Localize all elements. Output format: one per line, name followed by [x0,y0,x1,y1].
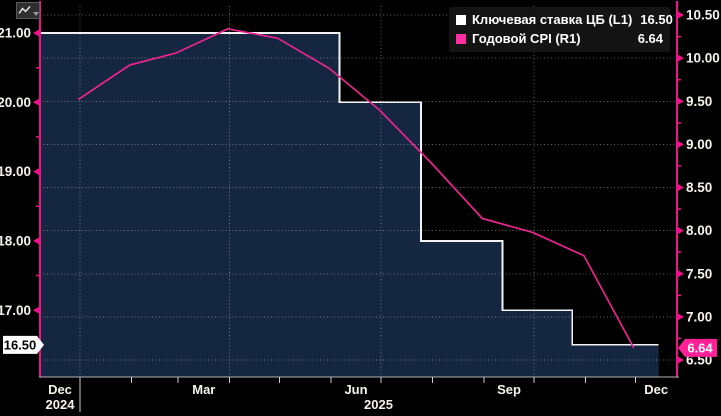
right-axis-tick-label: 10.50 [686,8,720,23]
left-axis-tick-label: 17.00 [0,303,31,318]
dropdown-caret-icon [32,12,39,16]
right-axis-tick-arrow [677,183,684,192]
right-axis-tick-arrow [677,312,684,321]
right-axis-tick-label: 9.50 [686,94,712,109]
right-axis-tick-label: 9.00 [686,137,712,152]
left-axis-tick-arrow [33,167,40,176]
right-axis-tick-arrow [677,11,684,19]
line-chart-icon [17,6,31,14]
right-axis-tick-label: 10.00 [686,51,720,66]
left-axis-tick-label: 21.00 [0,26,31,41]
right-axis-tick-arrow [677,140,684,149]
key-rate-line [40,32,659,346]
legend-value: 6.64 [637,31,663,46]
legend-label: Годовой CPI (R1) [472,31,581,46]
right-axis-tick-arrow [677,226,684,235]
right-axis-tick-label: 7.50 [686,266,712,281]
x-axis-month-label: Dec [644,382,668,397]
left-axis-tick-label: 20.00 [0,95,31,110]
legend: Ключевая ставка ЦБ (L1) 16.50 Годовой CPI … [449,7,673,52]
x-axis-month-label: Mar [192,382,215,397]
legend-item[interactable]: Ключевая ставка ЦБ (L1) 16.50 [456,10,673,29]
right-axis-tick-arrow [677,97,684,106]
left-axis-tick-label: 19.00 [0,164,31,179]
legend-swatch [456,33,466,44]
left-axis-tick-arrow [33,306,40,315]
x-axis-month-label: Dec [48,382,72,397]
legend-item[interactable]: Годовой CPI (R1) 6.64 [456,29,663,48]
x-axis-month-label: Jun [344,382,367,397]
right-axis-tick-arrow [677,356,684,364]
right-axis-tick-label: 8.50 [686,180,712,195]
legend-swatch [456,14,466,25]
left-axis-tick-label: 18.00 [0,234,31,249]
left-axis-tick-arrow [33,29,40,37]
right-axis-tick-arrow [677,54,684,63]
legend-value: 16.50 [640,12,673,27]
right-axis-tick-label: 7.00 [686,310,712,325]
last-value-tag-left [3,335,44,354]
x-axis-year-label: 2024 [46,397,76,412]
last-value-tag-right [678,338,717,357]
last-value-tag-right-text: 6.64 [687,341,713,356]
x-axis-month-label: Sep [497,382,521,397]
left-axis-tick-arrow [33,236,40,245]
x-axis-year-label: 2025 [364,397,393,412]
legend-label: Ключевая ставка ЦБ (L1) [472,12,633,27]
cpi-line [77,27,635,349]
right-axis-tick-arrow [677,269,684,278]
key-rate-area-fill [40,33,659,377]
left-axis-tick-arrow [33,98,40,107]
last-value-tag-left-text: 16.50 [4,337,37,352]
chart-tool-button[interactable] [16,2,40,19]
right-axis-tick-label: 8.00 [686,223,712,238]
